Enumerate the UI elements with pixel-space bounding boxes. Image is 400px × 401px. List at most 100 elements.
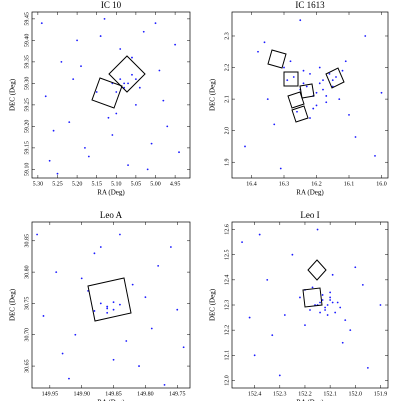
star-point — [324, 309, 326, 311]
field-box — [307, 259, 327, 281]
star-point — [158, 69, 161, 72]
star-point — [142, 30, 145, 33]
panel-title: Leo I — [300, 210, 319, 220]
star-point — [163, 383, 166, 386]
star-point — [178, 151, 180, 154]
x-tick-label: 151.9 — [374, 391, 388, 397]
star-point — [176, 308, 179, 311]
star-point — [68, 377, 70, 380]
star-point — [321, 294, 324, 296]
star-point — [106, 307, 109, 310]
star-point — [42, 315, 45, 317]
axes-frame — [31, 11, 191, 179]
y-tick-label: 30.85 — [24, 234, 30, 248]
star-point — [364, 35, 367, 37]
y-tick-label: 12.0 — [224, 375, 230, 386]
star-point — [311, 286, 314, 289]
star-point — [326, 304, 329, 306]
star-point — [321, 299, 324, 301]
star-point — [334, 311, 337, 314]
y-axis-label: DEC (Deg) — [9, 288, 17, 321]
star-point — [138, 365, 140, 367]
star-point — [283, 314, 286, 316]
star-point — [162, 99, 165, 102]
y-tick-label: 12.6 — [224, 224, 230, 235]
x-tick-label: 152.1 — [323, 391, 337, 397]
star-point — [125, 340, 128, 342]
y-tick-label: 59.10 — [24, 163, 30, 177]
x-tick-label: 5.15 — [91, 181, 102, 187]
field-box — [283, 71, 299, 87]
star-point — [99, 246, 102, 248]
star-point — [315, 91, 318, 94]
star-point — [138, 86, 141, 89]
star-point — [338, 98, 341, 101]
star-point — [339, 306, 342, 309]
star-point — [99, 35, 102, 37]
y-axis-label: DEC (Deg) — [9, 78, 17, 111]
star-point — [361, 283, 364, 286]
star-point — [341, 341, 344, 344]
y-tick-label: 59.20 — [24, 120, 30, 134]
star-point — [127, 164, 129, 166]
y-tick-label: 12.5 — [224, 249, 230, 259]
star-point — [329, 291, 332, 294]
star-point — [326, 314, 329, 316]
star-point — [344, 319, 347, 321]
y-tick-label: 12.4 — [224, 275, 230, 286]
y-tick-label: 59.35 — [24, 55, 30, 69]
field-box — [299, 83, 315, 99]
star-point — [36, 233, 38, 236]
star-point — [56, 172, 59, 175]
y-tick-label: 12.2 — [224, 325, 230, 336]
star-point — [325, 101, 328, 104]
star-point — [374, 155, 376, 157]
star-point — [93, 252, 96, 255]
field-box — [87, 277, 132, 322]
x-tick-label: 149.90 — [73, 391, 90, 397]
star-point — [80, 65, 82, 68]
x-tick-label: 149.75 — [169, 391, 186, 397]
star-point — [312, 107, 315, 110]
star-point — [150, 142, 153, 145]
star-point — [380, 91, 383, 94]
star-point — [315, 104, 318, 107]
panel-title: Leo A — [100, 210, 123, 220]
x-axis-label: RA (Deg) — [97, 189, 125, 197]
star-point — [366, 366, 369, 369]
star-point — [144, 296, 147, 299]
star-point — [99, 302, 102, 305]
y-tick-label: 30.65 — [24, 359, 30, 373]
star-point — [318, 82, 321, 85]
x-tick-label: 152.0 — [349, 391, 363, 397]
x-tick-label: 5.00 — [150, 181, 161, 187]
star-point — [115, 112, 118, 115]
star-point — [318, 66, 321, 69]
star-point — [305, 85, 308, 88]
y-axis-label: DEC (Deg) — [209, 78, 217, 111]
axes-frame — [231, 11, 389, 179]
star-point — [241, 241, 243, 244]
star-point — [319, 301, 321, 304]
star-point — [52, 129, 55, 132]
star-point — [119, 233, 121, 236]
star-point — [257, 50, 259, 53]
field-box — [287, 91, 305, 109]
star-point — [299, 19, 302, 22]
star-point — [354, 266, 357, 269]
star-point — [322, 79, 324, 82]
x-tick-label: 16.0 — [376, 181, 387, 187]
star-point — [253, 354, 256, 357]
star-point — [354, 136, 357, 138]
star-point — [134, 78, 137, 80]
field-box — [291, 105, 309, 123]
star-point — [60, 60, 63, 63]
star-point — [169, 246, 172, 248]
star-point — [106, 311, 109, 314]
field-box — [108, 55, 146, 93]
star-point — [131, 56, 133, 59]
star-point — [319, 311, 321, 314]
star-point — [111, 134, 114, 136]
star-point — [107, 116, 110, 119]
